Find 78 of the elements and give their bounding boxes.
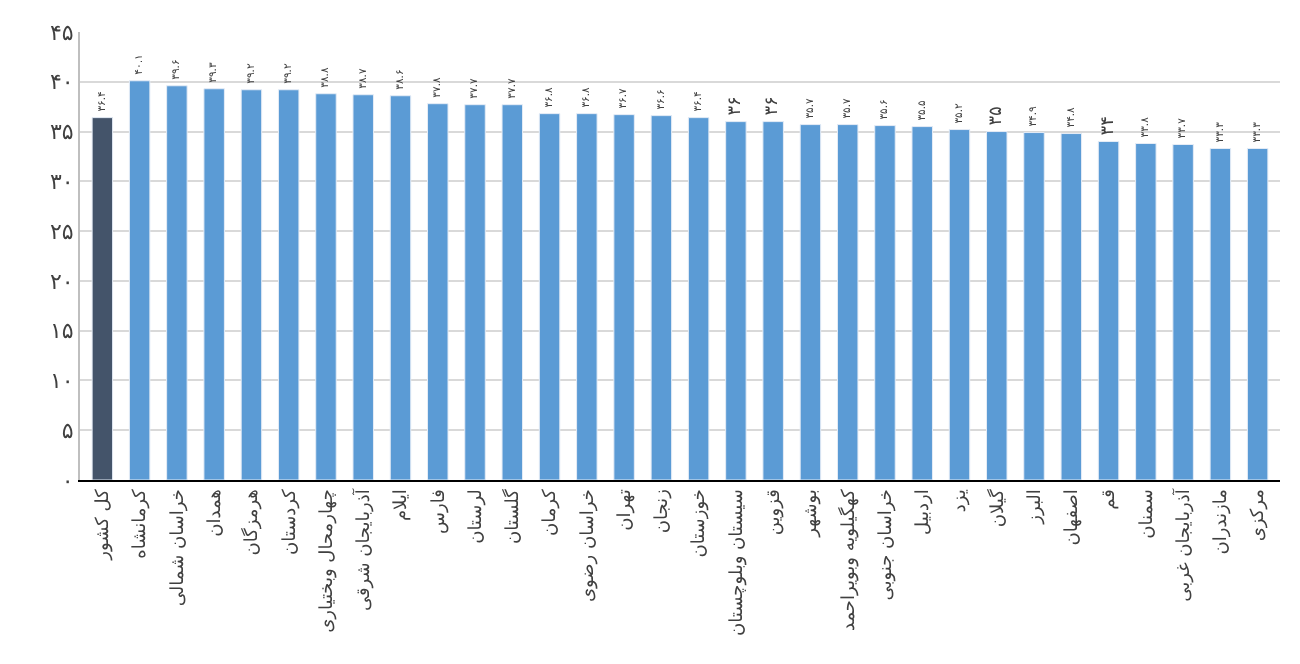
x-tick-label: خراسان شمالی bbox=[168, 489, 189, 607]
bar bbox=[203, 88, 225, 480]
x-tick-label: گیلان bbox=[984, 487, 1009, 528]
bar bbox=[1135, 143, 1157, 480]
y-tick-label: ۴۰ bbox=[49, 69, 74, 96]
bar bbox=[91, 117, 114, 480]
x-tick-label: کل کشور bbox=[94, 487, 115, 562]
x-tick-label: خراسان جنوبی bbox=[876, 489, 897, 601]
bar bbox=[240, 89, 263, 480]
data-label: ۳۶ bbox=[725, 95, 746, 116]
x-tick-label: قم bbox=[1100, 489, 1121, 510]
bar bbox=[799, 124, 822, 480]
x-tick-label: قزوین bbox=[765, 489, 786, 536]
x-tick-label: خراسان رضوی bbox=[578, 489, 599, 603]
y-tick-label: ۰ bbox=[61, 467, 74, 494]
bar bbox=[986, 131, 1008, 480]
bar bbox=[277, 89, 300, 480]
y-tick-label: ۱۵ bbox=[49, 318, 74, 345]
y-tick-label: ۱۰ bbox=[49, 368, 74, 395]
x-tick-label: زنجان bbox=[653, 489, 674, 534]
bar bbox=[948, 129, 971, 480]
x-tick-label: اردبیل bbox=[914, 489, 935, 536]
y-tick-label: ۲۰ bbox=[49, 268, 74, 295]
bar bbox=[128, 80, 151, 480]
x-tick-label: کرمان bbox=[541, 487, 562, 537]
x-tick-label: ایلام bbox=[392, 489, 413, 522]
bar bbox=[501, 104, 524, 480]
data-label: ۳۶ bbox=[763, 95, 784, 116]
x-tick-label: سمنان bbox=[1137, 489, 1158, 539]
y-tick-label: ۳۰ bbox=[49, 169, 74, 196]
bar bbox=[389, 95, 412, 480]
x-tick-label: لرستان bbox=[466, 489, 487, 544]
bar bbox=[725, 121, 747, 480]
x-tick-label: خوزستان bbox=[690, 489, 711, 558]
x-tick-label: هرمزگان bbox=[239, 488, 264, 556]
bar bbox=[613, 114, 635, 480]
data-label: ۳۵ bbox=[986, 105, 1007, 126]
bar bbox=[874, 125, 896, 480]
bar bbox=[1060, 133, 1083, 480]
y-tick-label: ۲۵ bbox=[49, 218, 74, 245]
bar bbox=[1097, 141, 1120, 480]
bar bbox=[538, 113, 561, 480]
bar bbox=[911, 126, 933, 480]
x-tick-label: آذربایجان غربی bbox=[1170, 488, 1195, 602]
x-tick-label: کرمانشاه bbox=[131, 487, 152, 559]
x-tick-label: البرز bbox=[1025, 489, 1046, 526]
x-tick-label: سیستان وبلوچستان bbox=[727, 489, 748, 636]
x-tick-label: بوشهر bbox=[802, 489, 823, 539]
bar bbox=[1209, 147, 1232, 480]
bar bbox=[464, 104, 486, 480]
y-tick-label: ۳۵ bbox=[49, 119, 74, 146]
bar bbox=[427, 103, 449, 480]
x-tick-label: کردستان bbox=[280, 487, 301, 555]
bar bbox=[650, 115, 673, 480]
data-label: ۳۴ bbox=[1098, 115, 1119, 136]
x-tick-label: اصفهان bbox=[1063, 489, 1084, 546]
x-tick-label: کهگیلویه وبویراحمد bbox=[835, 487, 860, 632]
x-tick-label: تهران bbox=[615, 488, 636, 531]
y-tick-label: ۵ bbox=[61, 417, 74, 444]
bar bbox=[687, 117, 710, 480]
bar bbox=[1172, 144, 1194, 480]
bar bbox=[1246, 147, 1269, 480]
bar bbox=[1023, 132, 1045, 480]
bar bbox=[836, 124, 859, 480]
x-tick-label: فارس bbox=[429, 489, 450, 534]
y-tick-label: ۴۵ bbox=[49, 19, 74, 46]
bar bbox=[576, 113, 598, 480]
bar bbox=[352, 94, 374, 480]
bar bbox=[166, 85, 188, 480]
x-tick-label: مازندران bbox=[1212, 488, 1233, 555]
x-tick-label: گلستان bbox=[500, 487, 525, 544]
bar bbox=[762, 121, 784, 480]
x-tick-label: چهارمحال وبختیاری bbox=[317, 489, 338, 633]
x-tick-label: همدان bbox=[206, 488, 227, 537]
x-tick-label: آذربایجان شرقی bbox=[351, 488, 376, 612]
x-tick-label: یزد bbox=[951, 488, 972, 513]
x-tick-label: مرکزی bbox=[1249, 488, 1270, 542]
bar bbox=[315, 93, 337, 480]
